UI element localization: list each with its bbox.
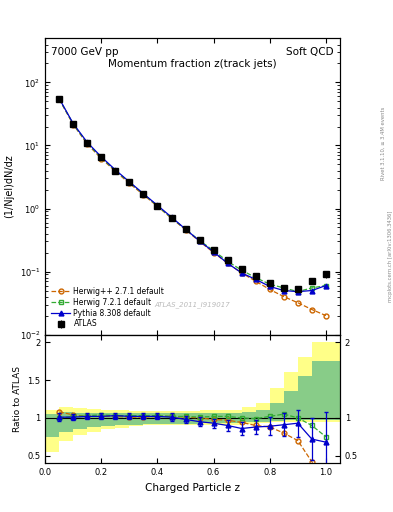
Text: Rivet 3.1.10, ≥ 3.4M events: Rivet 3.1.10, ≥ 3.4M events: [381, 106, 386, 180]
Pythia 8.308 default: [71, 121, 75, 127]
Line: Pythia 8.308 default: Pythia 8.308 default: [57, 96, 328, 294]
Herwig++ 2.7.1 default: [197, 239, 202, 245]
Pythia 8.308 default: [169, 214, 174, 220]
Herwig++ 2.7.1 default: [99, 156, 104, 162]
Herwig++ 2.7.1 default: [225, 260, 230, 266]
Pythia 8.308 default: [267, 284, 272, 290]
Pythia 8.308 default: [323, 283, 328, 289]
Herwig++ 2.7.1 default: [183, 227, 188, 233]
Pythia 8.308 default: [197, 238, 202, 244]
Herwig++ 2.7.1 default: [267, 286, 272, 292]
Text: Soft QCD: Soft QCD: [286, 47, 334, 57]
Y-axis label: (1/Njel)dN/dz: (1/Njel)dN/dz: [4, 155, 14, 218]
Herwig 7.2.1 default: [267, 281, 272, 287]
Herwig 7.2.1 default: [281, 285, 286, 291]
Pythia 8.308 default: [211, 249, 216, 255]
Pythia 8.308 default: [99, 154, 104, 160]
Herwig 7.2.1 default: [211, 247, 216, 253]
Herwig 7.2.1 default: [323, 283, 328, 289]
Pythia 8.308 default: [253, 276, 258, 283]
Legend: Herwig++ 2.7.1 default, Herwig 7.2.1 default, Pythia 8.308 default, ATLAS: Herwig++ 2.7.1 default, Herwig 7.2.1 def…: [49, 285, 167, 331]
Herwig 7.2.1 default: [85, 140, 90, 146]
Herwig 7.2.1 default: [169, 215, 174, 221]
Herwig 7.2.1 default: [197, 238, 202, 244]
Pythia 8.308 default: [57, 96, 62, 102]
Herwig++ 2.7.1 default: [127, 180, 132, 186]
Herwig 7.2.1 default: [310, 285, 314, 291]
Pythia 8.308 default: [127, 179, 132, 185]
Herwig++ 2.7.1 default: [169, 215, 174, 221]
Pythia 8.308 default: [281, 287, 286, 293]
Herwig++ 2.7.1 default: [57, 96, 62, 102]
Herwig 7.2.1 default: [127, 179, 132, 185]
Pythia 8.308 default: [239, 270, 244, 276]
Herwig 7.2.1 default: [113, 167, 118, 174]
Herwig++ 2.7.1 default: [310, 306, 314, 312]
Herwig 7.2.1 default: [239, 267, 244, 273]
Herwig++ 2.7.1 default: [155, 203, 160, 209]
Text: 7000 GeV pp: 7000 GeV pp: [51, 47, 119, 57]
Herwig++ 2.7.1 default: [113, 168, 118, 175]
Herwig++ 2.7.1 default: [239, 270, 244, 276]
Pythia 8.308 default: [310, 287, 314, 293]
Pythia 8.308 default: [141, 190, 146, 197]
Pythia 8.308 default: [296, 289, 300, 295]
Herwig++ 2.7.1 default: [85, 141, 90, 147]
Y-axis label: Ratio to ATLAS: Ratio to ATLAS: [13, 366, 22, 432]
X-axis label: Charged Particle z: Charged Particle z: [145, 483, 240, 493]
Herwig++ 2.7.1 default: [211, 249, 216, 255]
Herwig++ 2.7.1 default: [281, 293, 286, 300]
Herwig++ 2.7.1 default: [253, 278, 258, 284]
Herwig 7.2.1 default: [141, 191, 146, 197]
Herwig 7.2.1 default: [71, 121, 75, 127]
Herwig 7.2.1 default: [183, 226, 188, 232]
Line: Herwig++ 2.7.1 default: Herwig++ 2.7.1 default: [57, 97, 328, 318]
Herwig++ 2.7.1 default: [141, 191, 146, 198]
Herwig 7.2.1 default: [99, 155, 104, 161]
Herwig 7.2.1 default: [253, 274, 258, 281]
Text: ATLAS_2011_I919017: ATLAS_2011_I919017: [155, 302, 230, 308]
Pythia 8.308 default: [85, 139, 90, 145]
Pythia 8.308 default: [183, 226, 188, 232]
Herwig 7.2.1 default: [296, 289, 300, 295]
Pythia 8.308 default: [155, 202, 160, 208]
Herwig 7.2.1 default: [57, 96, 62, 102]
Herwig++ 2.7.1 default: [296, 300, 300, 306]
Herwig++ 2.7.1 default: [71, 121, 75, 127]
Text: Momentum fraction z(track jets): Momentum fraction z(track jets): [108, 59, 277, 69]
Line: Herwig 7.2.1 default: Herwig 7.2.1 default: [57, 97, 328, 294]
Pythia 8.308 default: [225, 260, 230, 266]
Herwig++ 2.7.1 default: [323, 312, 328, 318]
Herwig 7.2.1 default: [155, 203, 160, 209]
Text: mcplots.cern.ch [arXiv:1306.3436]: mcplots.cern.ch [arXiv:1306.3436]: [388, 210, 393, 302]
Pythia 8.308 default: [113, 167, 118, 173]
Herwig 7.2.1 default: [225, 259, 230, 265]
